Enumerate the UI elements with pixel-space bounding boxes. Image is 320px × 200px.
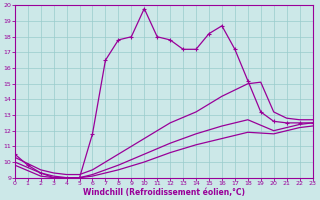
X-axis label: Windchill (Refroidissement éolien,°C): Windchill (Refroidissement éolien,°C) <box>83 188 245 197</box>
